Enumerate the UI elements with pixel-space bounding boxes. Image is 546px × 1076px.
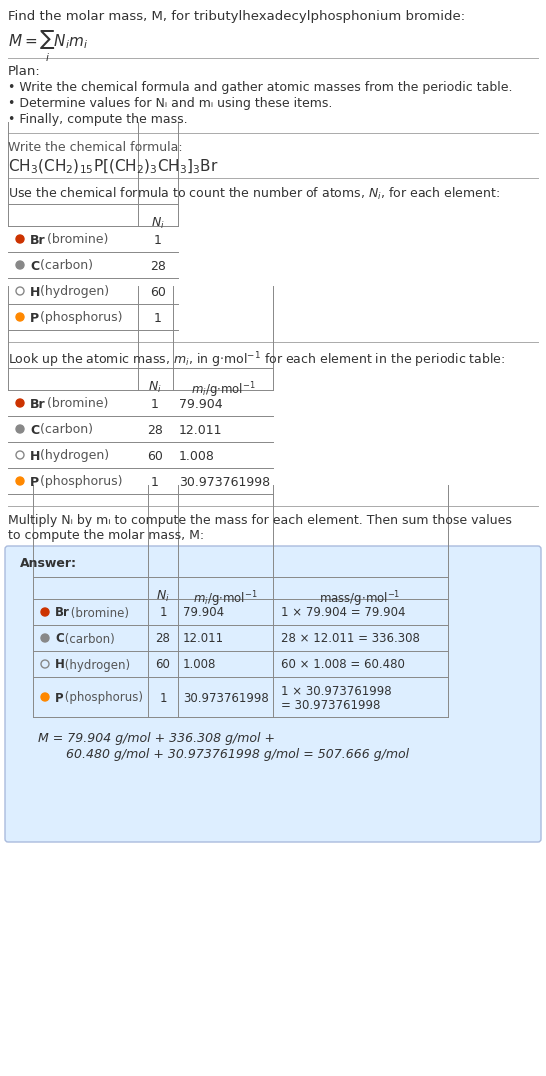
Text: $\mathrm{CH_3(CH_2)_{15}P[(CH_2)_3CH_3]_3Br}$: $\mathrm{CH_3(CH_2)_{15}P[(CH_2)_3CH_3]_… [8, 158, 219, 176]
Text: M = 79.904 g/mol + 336.308 g/mol +: M = 79.904 g/mol + 336.308 g/mol + [38, 732, 275, 745]
Text: Br: Br [55, 607, 70, 620]
Text: 79.904: 79.904 [179, 397, 223, 411]
Text: (hydrogen): (hydrogen) [37, 285, 110, 298]
Text: • Finally, compute the mass.: • Finally, compute the mass. [8, 113, 188, 126]
Text: 1.008: 1.008 [179, 450, 215, 463]
Text: (carbon): (carbon) [37, 424, 93, 437]
Circle shape [16, 477, 24, 485]
Text: (phosphorus): (phosphorus) [37, 476, 123, 489]
Text: $M = \sum_i N_i m_i$: $M = \sum_i N_i m_i$ [8, 30, 88, 65]
Text: C: C [30, 424, 39, 437]
Text: Look up the atomic mass, $m_i$, in g$\cdot$mol$^{-1}$ for each element in the pe: Look up the atomic mass, $m_i$, in g$\cd… [8, 350, 506, 369]
Text: 12.011: 12.011 [179, 424, 223, 437]
Circle shape [16, 399, 24, 407]
Circle shape [16, 425, 24, 433]
Text: 28: 28 [150, 259, 166, 272]
Text: Write the chemical formula:: Write the chemical formula: [8, 141, 182, 154]
Text: P: P [30, 311, 39, 325]
Text: 1 × 79.904 = 79.904: 1 × 79.904 = 79.904 [281, 607, 406, 620]
Text: $m_i$/g$\cdot$mol$^{-1}$: $m_i$/g$\cdot$mol$^{-1}$ [193, 589, 257, 609]
Text: (bromine): (bromine) [67, 607, 129, 620]
Text: Use the chemical formula to count the number of atoms, $N_i$, for each element:: Use the chemical formula to count the nu… [8, 186, 500, 202]
Text: 28: 28 [156, 633, 170, 646]
Circle shape [16, 261, 24, 269]
Text: • Write the chemical formula and gather atomic masses from the periodic table.: • Write the chemical formula and gather … [8, 81, 513, 94]
Text: (bromine): (bromine) [43, 233, 108, 246]
Text: (carbon): (carbon) [37, 259, 93, 272]
Text: H: H [30, 450, 40, 463]
Text: Plan:: Plan: [8, 65, 41, 77]
Circle shape [41, 693, 49, 700]
FancyBboxPatch shape [5, 546, 541, 843]
Text: to compute the molar mass, M:: to compute the molar mass, M: [8, 529, 204, 542]
Text: 1: 1 [159, 692, 167, 705]
Text: (hydrogen): (hydrogen) [37, 450, 110, 463]
Text: 28: 28 [147, 424, 163, 437]
Circle shape [41, 634, 49, 642]
Text: 60.480 g/mol + 30.973761998 g/mol = 507.666 g/mol: 60.480 g/mol + 30.973761998 g/mol = 507.… [50, 748, 409, 761]
Text: 1: 1 [159, 607, 167, 620]
Text: 30.973761998: 30.973761998 [183, 692, 269, 705]
Text: 1 × 30.973761998: 1 × 30.973761998 [281, 685, 391, 698]
Text: P: P [55, 692, 64, 705]
Text: • Determine values for Nᵢ and mᵢ using these items.: • Determine values for Nᵢ and mᵢ using t… [8, 97, 333, 110]
Text: $N_i$: $N_i$ [151, 216, 165, 231]
Text: 60: 60 [150, 285, 166, 298]
Circle shape [16, 313, 24, 321]
Text: 1: 1 [154, 311, 162, 325]
Text: 1.008: 1.008 [183, 659, 216, 671]
Text: 79.904: 79.904 [183, 607, 224, 620]
Text: Multiply Nᵢ by mᵢ to compute the mass for each element. Then sum those values: Multiply Nᵢ by mᵢ to compute the mass fo… [8, 514, 512, 527]
Text: (carbon): (carbon) [61, 633, 115, 646]
Circle shape [16, 235, 24, 243]
Text: C: C [30, 259, 39, 272]
Text: mass/g$\cdot$mol$^{-1}$: mass/g$\cdot$mol$^{-1}$ [319, 589, 401, 609]
Text: = 30.973761998: = 30.973761998 [281, 699, 381, 712]
Text: Br: Br [30, 397, 46, 411]
Text: 12.011: 12.011 [183, 633, 224, 646]
Text: C: C [55, 633, 64, 646]
Text: 1: 1 [151, 476, 159, 489]
Text: 60: 60 [147, 450, 163, 463]
Text: $m_i$/g$\cdot$mol$^{-1}$: $m_i$/g$\cdot$mol$^{-1}$ [191, 380, 256, 399]
Text: 30.973761998: 30.973761998 [179, 476, 270, 489]
Text: (phosphorus): (phosphorus) [61, 692, 143, 705]
Circle shape [41, 608, 49, 615]
Text: 28 × 12.011 = 336.308: 28 × 12.011 = 336.308 [281, 633, 420, 646]
Text: H: H [55, 659, 65, 671]
Text: Answer:: Answer: [20, 557, 77, 570]
Text: $N_i$: $N_i$ [148, 380, 162, 395]
Text: (hydrogen): (hydrogen) [61, 659, 130, 671]
Text: Br: Br [30, 233, 46, 246]
Text: 1: 1 [154, 233, 162, 246]
Text: (phosphorus): (phosphorus) [37, 311, 123, 325]
Text: P: P [30, 476, 39, 489]
Text: H: H [30, 285, 40, 298]
Text: $N_i$: $N_i$ [156, 589, 170, 604]
Text: Find the molar mass, M, for tributylhexadecylphosphonium bromide:: Find the molar mass, M, for tributylhexa… [8, 10, 465, 23]
Text: 60: 60 [156, 659, 170, 671]
Text: 60 × 1.008 = 60.480: 60 × 1.008 = 60.480 [281, 659, 405, 671]
Text: (bromine): (bromine) [43, 397, 108, 411]
Text: 1: 1 [151, 397, 159, 411]
